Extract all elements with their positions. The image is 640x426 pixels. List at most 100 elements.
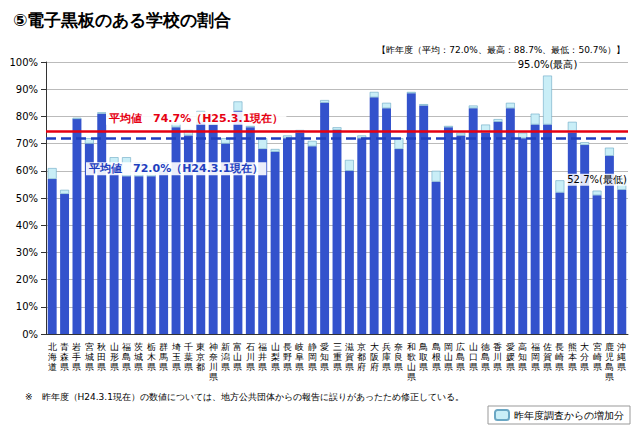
svg-text:10%: 10% [16, 301, 38, 312]
svg-text:宮: 宮 [85, 342, 94, 352]
svg-text:愛: 愛 [506, 342, 515, 352]
svg-text:県: 県 [506, 362, 515, 372]
svg-text:52.7%(最低): 52.7%(最低) [567, 174, 627, 185]
svg-text:県: 県 [469, 362, 478, 372]
svg-text:県: 県 [580, 362, 589, 372]
svg-text:島: 島 [122, 352, 131, 362]
svg-text:80%: 80% [16, 111, 38, 122]
svg-text:※ 昨年度（H24.3.1現在）の数値については、地方公共団: ※ 昨年度（H24.3.1現在）の数値については、地方公共団体からの報告に誤りが… [25, 392, 464, 402]
svg-text:馬: 馬 [158, 352, 168, 362]
svg-text:100%: 100% [9, 57, 38, 68]
svg-text:新: 新 [221, 342, 230, 352]
svg-text:県: 県 [605, 372, 614, 382]
svg-text:県: 県 [258, 362, 267, 372]
svg-text:知: 知 [320, 352, 329, 362]
svg-text:児: 児 [605, 352, 614, 362]
svg-text:縄: 縄 [616, 352, 626, 362]
svg-text:愛: 愛 [320, 342, 329, 352]
svg-text:県: 県 [221, 362, 230, 372]
svg-text:高: 高 [518, 342, 527, 352]
svg-text:95.0%(最高): 95.0%(最高) [518, 59, 578, 70]
svg-text:熊: 熊 [568, 342, 577, 352]
svg-text:宮: 宮 [593, 342, 602, 352]
svg-text:県: 県 [518, 362, 527, 372]
svg-text:歌: 歌 [407, 352, 416, 362]
svg-text:根: 根 [432, 352, 441, 362]
svg-text:県: 県 [233, 362, 242, 372]
svg-text:阜: 阜 [295, 352, 304, 362]
svg-text:崎: 崎 [555, 352, 564, 362]
svg-text:川: 川 [209, 362, 218, 372]
svg-text:阪: 阪 [370, 352, 379, 362]
svg-text:井: 井 [258, 352, 267, 362]
svg-text:本: 本 [568, 352, 577, 362]
svg-text:府: 府 [370, 362, 379, 372]
svg-text:県: 県 [110, 362, 119, 372]
svg-text:70%: 70% [16, 138, 38, 149]
svg-text:都: 都 [357, 352, 366, 362]
svg-text:茨: 茨 [134, 342, 143, 352]
svg-text:福: 福 [122, 342, 131, 352]
svg-text:大: 大 [370, 342, 379, 352]
svg-text:城: 城 [133, 352, 143, 362]
svg-text:手: 手 [72, 352, 81, 362]
svg-text:木: 木 [147, 352, 156, 362]
svg-text:県: 県 [432, 362, 441, 372]
svg-text:広: 広 [456, 342, 465, 352]
svg-text:30%: 30% [16, 247, 38, 258]
svg-text:県: 県 [333, 362, 342, 372]
svg-text:庫: 庫 [382, 352, 391, 362]
svg-text:山: 山 [110, 342, 119, 352]
svg-text:山: 山 [407, 362, 416, 372]
svg-text:分: 分 [580, 352, 589, 362]
svg-text:県: 県 [85, 362, 94, 372]
svg-text:潟: 潟 [221, 352, 230, 362]
svg-text:奈: 奈 [209, 352, 218, 362]
svg-text:和: 和 [407, 342, 416, 352]
svg-text:岩: 岩 [72, 342, 81, 352]
svg-text:石: 石 [246, 342, 255, 352]
svg-text:県: 県 [134, 362, 143, 372]
svg-text:平均値 72.0%（H24.3.1現在）: 平均値 72.0%（H24.3.1現在） [88, 162, 263, 175]
svg-text:梨: 梨 [271, 352, 280, 362]
svg-text:平均値 74.7%（H25.3.1現在）: 平均値 74.7%（H25.3.1現在） [108, 112, 283, 125]
svg-text:奈: 奈 [394, 342, 403, 352]
svg-text:20%: 20% [16, 274, 38, 285]
svg-text:栃: 栃 [147, 342, 156, 352]
svg-text:賀: 賀 [345, 352, 354, 362]
svg-text:県: 県 [456, 362, 465, 372]
svg-text:昨年度調査からの増加分: 昨年度調査からの増加分 [514, 410, 624, 421]
svg-text:県: 県 [172, 362, 181, 372]
svg-text:沖: 沖 [617, 342, 626, 352]
svg-text:【昨年度（平均：72.0%、最高：88.7%、最低：50.7: 【昨年度（平均：72.0%、最高：88.7%、最低：50.7%）】 [377, 45, 625, 55]
svg-text:山: 山 [469, 342, 478, 352]
svg-text:岡: 岡 [444, 342, 453, 352]
svg-text:山: 山 [233, 352, 242, 362]
svg-text:山: 山 [444, 352, 453, 362]
svg-text:島: 島 [432, 342, 441, 352]
svg-text:県: 県 [481, 362, 490, 372]
svg-text:良: 良 [394, 352, 403, 362]
svg-text:90%: 90% [16, 84, 38, 95]
svg-text:野: 野 [283, 352, 292, 362]
svg-text:三: 三 [333, 342, 342, 352]
svg-text:県: 県 [97, 362, 106, 372]
svg-text:0%: 0% [22, 329, 38, 340]
svg-text:県: 県 [617, 362, 626, 372]
svg-text:青: 青 [60, 342, 69, 352]
svg-text:40%: 40% [16, 220, 38, 231]
svg-text:60%: 60% [16, 165, 38, 176]
svg-text:県: 県 [283, 362, 292, 372]
svg-text:長: 長 [283, 342, 292, 352]
svg-text:千: 千 [184, 342, 193, 352]
svg-text:福: 福 [531, 342, 540, 352]
svg-text:県: 県 [159, 362, 168, 372]
svg-text:香: 香 [493, 342, 502, 352]
svg-text:県: 県 [555, 362, 564, 372]
svg-text:京: 京 [357, 342, 366, 352]
svg-text:重: 重 [333, 352, 342, 362]
svg-text:県: 県 [295, 362, 304, 372]
svg-text:東: 東 [196, 342, 205, 352]
svg-text:福: 福 [258, 342, 267, 352]
svg-text:県: 県 [271, 362, 280, 372]
